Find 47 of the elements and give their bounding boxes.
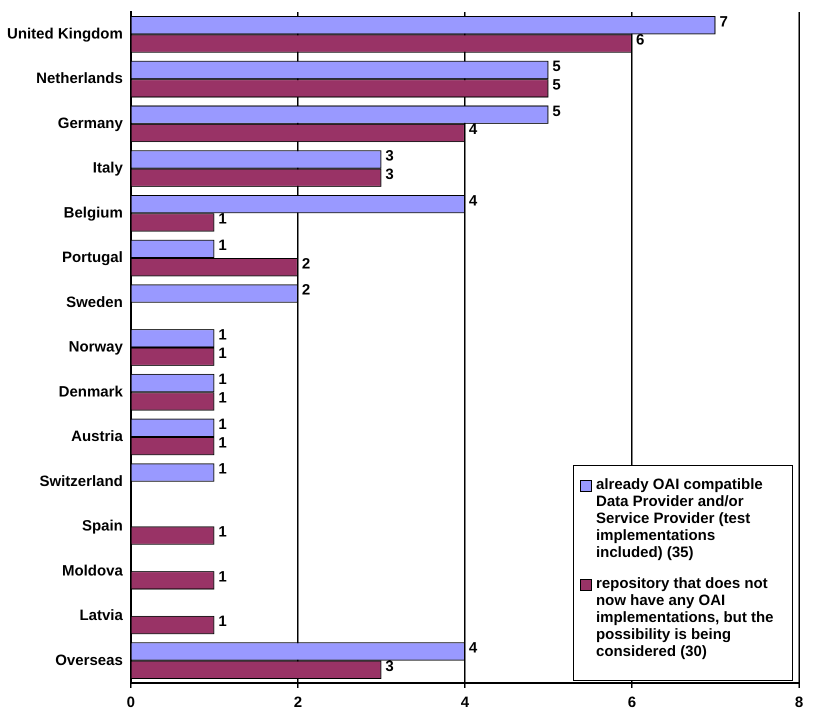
y-tick-label: Germany: [58, 114, 124, 132]
x-tick-label: 4: [460, 694, 470, 712]
y-tick-label: Denmark: [58, 383, 124, 400]
data-label: 1: [218, 568, 227, 586]
data-label: 4: [468, 640, 478, 657]
y-tick-label: Switzerland: [39, 472, 123, 490]
y-tick-label: Overseas: [55, 652, 123, 669]
y-tick-label: Sweden: [66, 294, 123, 311]
data-label: 1: [218, 434, 227, 452]
y-tick-label: United Kingdom: [6, 26, 123, 43]
y-tick-label: Austria: [71, 428, 124, 446]
data-label: 1: [218, 344, 227, 362]
data-label: 1: [218, 237, 227, 254]
data-label: 3: [385, 658, 394, 675]
data-label: 1: [218, 613, 227, 630]
x-tick-label: 8: [794, 694, 804, 712]
y-tick-label: Latvia: [79, 607, 124, 624]
legend-label: repository that does not now have any OAI implementations, but the possibility is being considered (30): [596, 575, 775, 660]
data-label: 2: [302, 255, 310, 272]
y-tick-label: Spain: [82, 518, 123, 535]
legend-label: already OAI compatible Data Provider and/or Service Provider (test implementations included) (35): [596, 476, 764, 561]
x-tick-label: 6: [628, 694, 636, 712]
data-label: 1: [218, 460, 227, 478]
data-label: 4: [468, 192, 478, 210]
data-label: 3: [385, 148, 394, 165]
x-tick-label: 2: [294, 694, 302, 712]
data-label: 4: [468, 121, 478, 138]
x-tick-label: 0: [126, 694, 135, 712]
y-tick-label: Portugal: [62, 249, 123, 266]
data-label: 1: [218, 210, 227, 228]
data-label: 7: [719, 13, 728, 30]
data-label: 5: [552, 58, 561, 76]
y-tick-label: Italy: [92, 160, 124, 177]
y-tick-label: Norway: [68, 338, 124, 356]
data-label: 5: [552, 102, 561, 120]
data-label: 1: [218, 416, 227, 433]
data-label: 6: [636, 32, 644, 49]
data-label: 5: [552, 76, 561, 94]
data-label: 1: [218, 371, 227, 388]
y-tick-label: Moldova: [62, 562, 124, 580]
data-label: 1: [218, 390, 227, 407]
y-tick-label: Belgium: [64, 204, 123, 222]
data-label: 1: [218, 524, 227, 541]
y-tick-label: Netherlands: [36, 70, 123, 88]
data-label: 3: [385, 166, 394, 183]
data-label: 2: [302, 282, 310, 299]
data-label: 1: [218, 326, 227, 344]
